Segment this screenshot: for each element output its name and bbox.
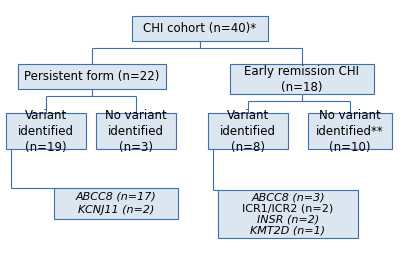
FancyBboxPatch shape bbox=[308, 113, 392, 149]
FancyBboxPatch shape bbox=[208, 113, 288, 149]
FancyBboxPatch shape bbox=[230, 64, 374, 94]
Text: Variant
identified
(n=19): Variant identified (n=19) bbox=[18, 109, 74, 153]
FancyBboxPatch shape bbox=[6, 113, 86, 149]
Text: KMT2D (n=1): KMT2D (n=1) bbox=[250, 226, 326, 236]
Text: INSR (n=2): INSR (n=2) bbox=[257, 215, 319, 225]
Text: ABCC8 (n=3): ABCC8 (n=3) bbox=[251, 193, 325, 203]
Text: No variant
identified**
(n=10): No variant identified** (n=10) bbox=[316, 109, 384, 153]
Text: ICR1/ICR2 (n=2): ICR1/ICR2 (n=2) bbox=[242, 204, 334, 214]
Text: CHI cohort (n=40)*: CHI cohort (n=40)* bbox=[144, 22, 256, 35]
Text: ABCC8 (n=17): ABCC8 (n=17) bbox=[76, 192, 156, 201]
Text: Variant
identified
(n=8): Variant identified (n=8) bbox=[220, 109, 276, 153]
Text: KCNJ11 (n=2): KCNJ11 (n=2) bbox=[78, 205, 154, 215]
FancyBboxPatch shape bbox=[54, 188, 178, 219]
Text: Persistent form (n=22): Persistent form (n=22) bbox=[24, 70, 160, 83]
FancyBboxPatch shape bbox=[18, 64, 166, 89]
FancyBboxPatch shape bbox=[132, 16, 268, 41]
FancyBboxPatch shape bbox=[96, 113, 176, 149]
FancyBboxPatch shape bbox=[218, 191, 358, 238]
Text: No variant
identified
(n=3): No variant identified (n=3) bbox=[105, 109, 167, 153]
Text: Early remission CHI
(n=18): Early remission CHI (n=18) bbox=[244, 65, 360, 94]
